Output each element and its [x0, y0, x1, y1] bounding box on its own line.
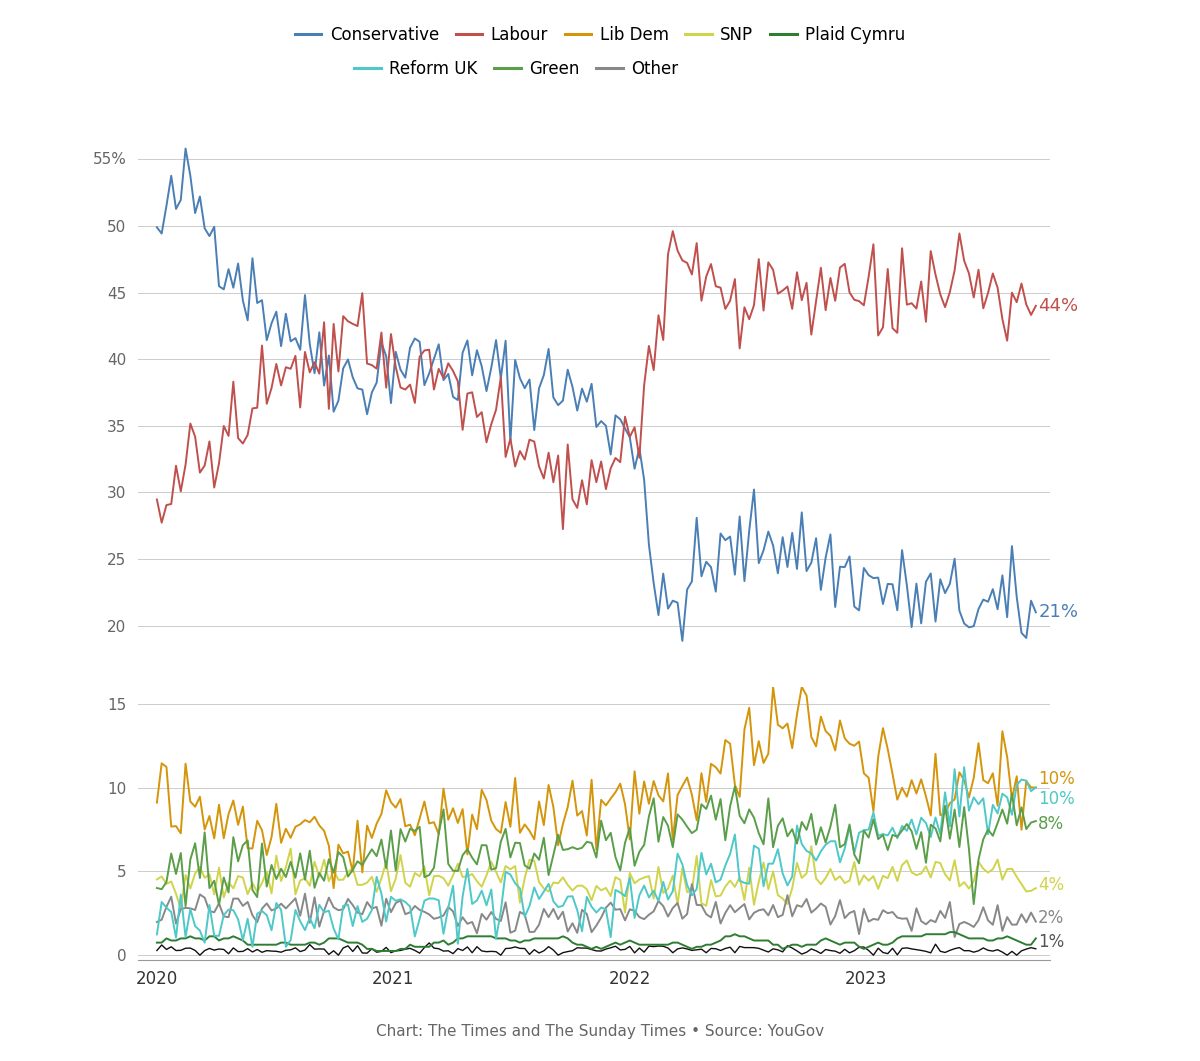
Text: 2%: 2%	[1038, 909, 1064, 927]
Text: 1%: 1%	[1038, 933, 1064, 951]
Legend: Conservative, Labour, Lib Dem, SNP, Plaid Cymru: Conservative, Labour, Lib Dem, SNP, Plai…	[288, 19, 912, 50]
Legend: Reform UK, Green, Other: Reform UK, Green, Other	[347, 53, 685, 84]
Text: 10%: 10%	[1038, 790, 1075, 808]
Text: 55%: 55%	[94, 152, 127, 167]
Text: 8%: 8%	[1038, 816, 1064, 833]
Text: Chart: The Times and The Sunday Times • Source: YouGov: Chart: The Times and The Sunday Times • …	[376, 1024, 824, 1039]
Text: 21%: 21%	[1038, 604, 1078, 622]
Text: 44%: 44%	[1038, 297, 1079, 315]
Text: 4%: 4%	[1038, 875, 1064, 893]
Text: 10%: 10%	[1038, 770, 1075, 788]
